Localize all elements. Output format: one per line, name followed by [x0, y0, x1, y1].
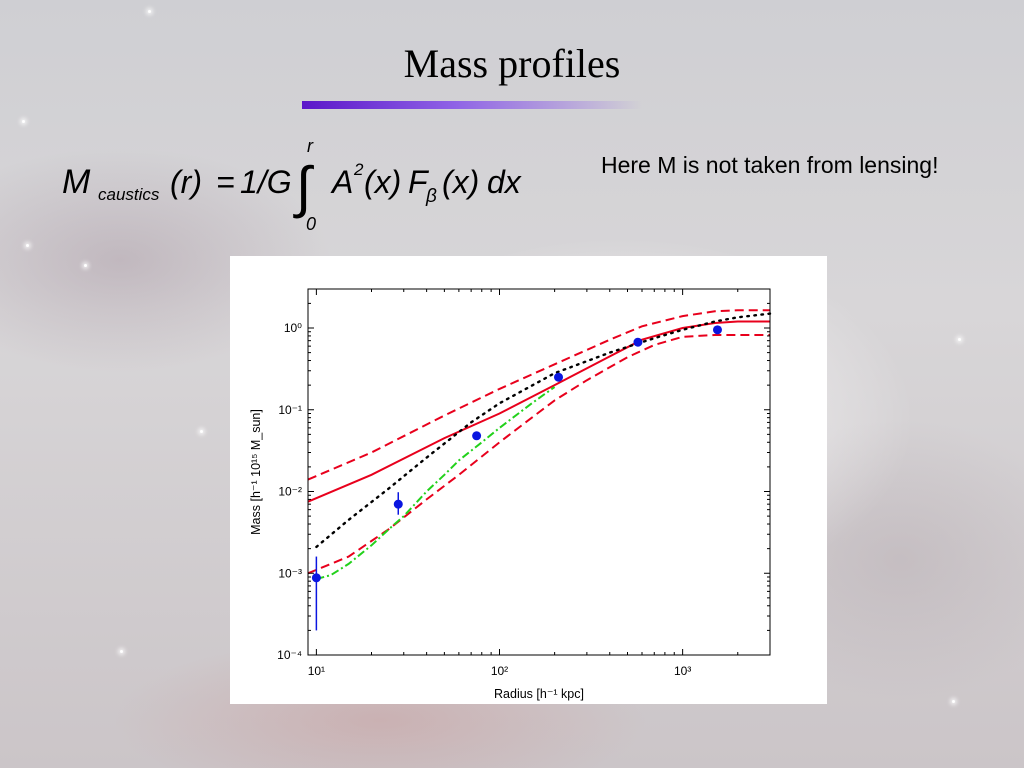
formula-integrand-a: A [330, 164, 353, 200]
tick-layer: 10¹ 10² 10³ 10⁻⁴ 10⁻³ 10⁻² 10⁻¹ 10⁰ [277, 288, 771, 678]
x-tick-label: 10² [491, 664, 508, 678]
caustic-mass-formula: M caustics (r) = 1/G r ∫ 0 A 2 (x) F β (… [62, 136, 522, 234]
title-underline [302, 101, 642, 109]
x-tick-label: 10³ [674, 664, 691, 678]
chart-panel: 10¹ 10² 10³ 10⁻⁴ 10⁻³ 10⁻² 10⁻¹ 10⁰ Radius [h⁻¹… [230, 256, 827, 704]
y-tick-label: 10⁻¹ [278, 403, 302, 417]
star [26, 244, 29, 247]
formula-lower-limit: 0 [306, 214, 316, 234]
x-tick-label: 10¹ [308, 664, 325, 678]
series-line-dotted-3 [315, 312, 772, 549]
star [148, 10, 151, 13]
star [84, 264, 87, 267]
star [958, 338, 961, 341]
formula-equals: = [216, 164, 235, 200]
formula-integrand-a-arg: (x) [364, 164, 401, 200]
y-tick-label: 10⁻⁴ [277, 648, 302, 662]
data-point [311, 573, 321, 583]
plot-frame [307, 288, 771, 656]
y-tick-label: 10⁻³ [278, 566, 302, 580]
formula-lhs-arg: (r) [170, 164, 202, 200]
star [952, 700, 955, 703]
lensing-note: Here M is not taken from lensing! [601, 152, 939, 178]
series-line-dashed-2 [307, 334, 770, 575]
formula-integrand-f: F [408, 164, 430, 200]
formula-integral-sign: ∫ [293, 155, 314, 219]
star [120, 650, 123, 653]
formula-factor: 1/G [240, 164, 292, 200]
data-point [472, 431, 482, 441]
data-point [712, 325, 722, 335]
series-layer [307, 309, 772, 580]
formula-integrand-f-arg: (x) [442, 164, 479, 200]
y-axis-label: Mass [h⁻¹ 10¹⁵ M_sun] [249, 409, 263, 535]
formula-integrand-a-power: 2 [353, 160, 364, 179]
y-tick-label: 10⁰ [284, 321, 302, 335]
formula-integrand-f-sub: β [425, 186, 437, 207]
data-point [633, 337, 643, 347]
series-line-dashed-1 [307, 309, 770, 481]
formula-lhs-subscript: caustics [98, 185, 160, 204]
star [200, 430, 203, 433]
y-tick-label: 10⁻² [278, 485, 302, 499]
x-axis-label: Radius [h⁻¹ kpc] [494, 687, 584, 701]
points-layer [311, 325, 722, 631]
data-point [554, 372, 564, 382]
formula-lhs-symbol: M [62, 163, 91, 201]
formula-upper-limit: r [307, 136, 314, 156]
formula-differential: dx [487, 164, 522, 200]
slide-title: Mass profiles [403, 41, 621, 86]
star [22, 120, 25, 123]
data-point [393, 499, 403, 509]
series-line-dashdot-4 [316, 386, 556, 580]
mass-profile-chart: 10¹ 10² 10³ 10⁻⁴ 10⁻³ 10⁻² 10⁻¹ 10⁰ Radius [h⁻¹… [249, 288, 772, 701]
series-line-solid-0 [307, 320, 770, 503]
